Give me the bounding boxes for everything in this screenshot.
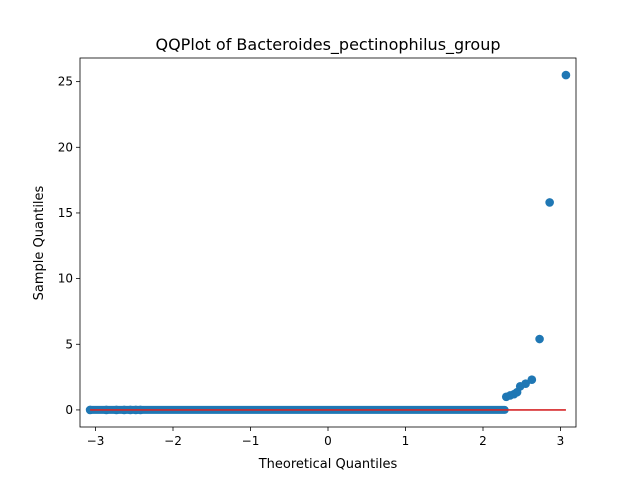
y-tick-label: 15: [58, 206, 73, 220]
y-tick-label: 25: [58, 75, 73, 89]
plot-frame: [79, 57, 577, 428]
data-point: [527, 375, 537, 385]
x-tick-label: −3: [87, 434, 105, 448]
x-tick-label: 1: [402, 434, 410, 448]
data-point: [535, 334, 544, 344]
data-point: [521, 379, 530, 388]
data-points: [85, 70, 571, 415]
x-tick-label: −1: [242, 434, 260, 448]
y-tick-label: 20: [58, 140, 73, 154]
x-tick-label: 2: [479, 434, 487, 448]
chart-title: QQPlot of Bacteroides_pectinophilus_grou…: [155, 35, 500, 55]
y-tick-label: 0: [65, 403, 73, 417]
y-tick-label: 10: [58, 272, 73, 286]
x-axis: −3 −2 −1 0 1 2 3: [87, 427, 565, 448]
x-tick-label: 3: [557, 434, 565, 448]
data-point: [561, 70, 571, 80]
y-axis-label: Sample Quantiles: [32, 185, 47, 300]
y-axis: 0 5 10 15 20 25: [58, 75, 80, 417]
data-point: [545, 198, 554, 207]
x-tick-label: 0: [324, 434, 332, 448]
x-tick-label: −2: [164, 434, 182, 448]
x-axis-label: Theoretical Quantiles: [258, 457, 398, 472]
y-tick-label: 5: [65, 337, 73, 351]
